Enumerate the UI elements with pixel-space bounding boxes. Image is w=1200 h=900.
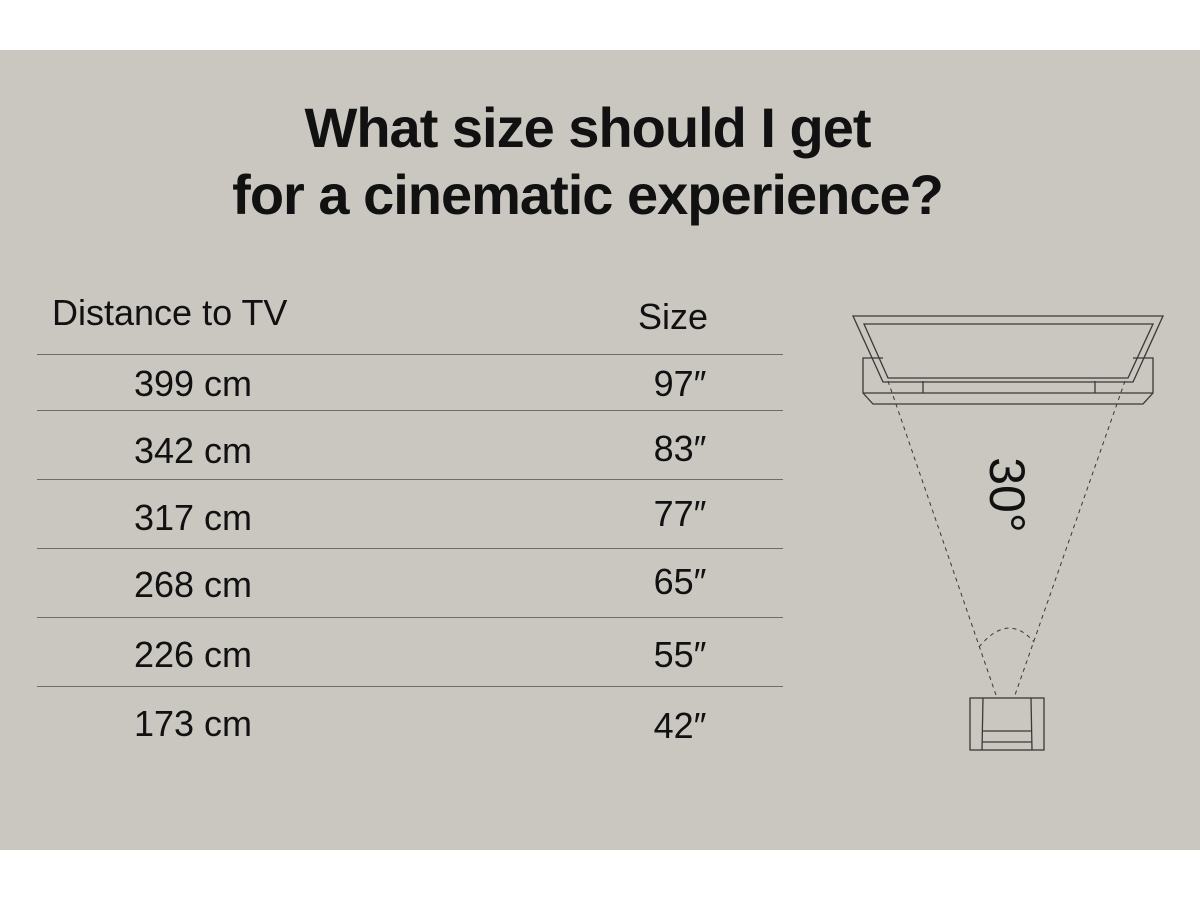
- divider: [37, 479, 783, 480]
- divider: [37, 354, 783, 355]
- row-distance: 173 cm: [133, 703, 253, 744]
- row-distance: 317 cm: [133, 497, 253, 538]
- row-distance: 226 cm: [133, 634, 253, 675]
- header-size: Size: [638, 296, 709, 337]
- row-size: 55″: [653, 634, 707, 675]
- divider: [37, 686, 783, 687]
- divider: [37, 548, 783, 549]
- title-line-2: for a cinematic experience?: [232, 163, 944, 226]
- row-distance: 342 cm: [133, 430, 253, 471]
- row-size: 97″: [653, 363, 707, 404]
- row-size: 65″: [653, 561, 707, 602]
- row-size: 83″: [653, 428, 707, 469]
- infographic-panel: [0, 50, 1200, 850]
- row-distance: 399 cm: [133, 363, 253, 404]
- title-line-1: What size should I get: [304, 96, 871, 159]
- header-distance: Distance to TV: [52, 292, 288, 333]
- divider: [37, 617, 783, 618]
- sightline-icon: [887, 380, 1126, 696]
- row-size: 42″: [653, 705, 707, 746]
- tv-stand-icon: [862, 357, 1154, 405]
- armchair-icon: [969, 697, 1045, 751]
- row-distance: 268 cm: [133, 564, 253, 605]
- angle-label: 30°: [979, 457, 1035, 533]
- tv-icon: [851, 315, 1165, 383]
- divider: [37, 410, 783, 411]
- row-size: 77″: [653, 493, 707, 534]
